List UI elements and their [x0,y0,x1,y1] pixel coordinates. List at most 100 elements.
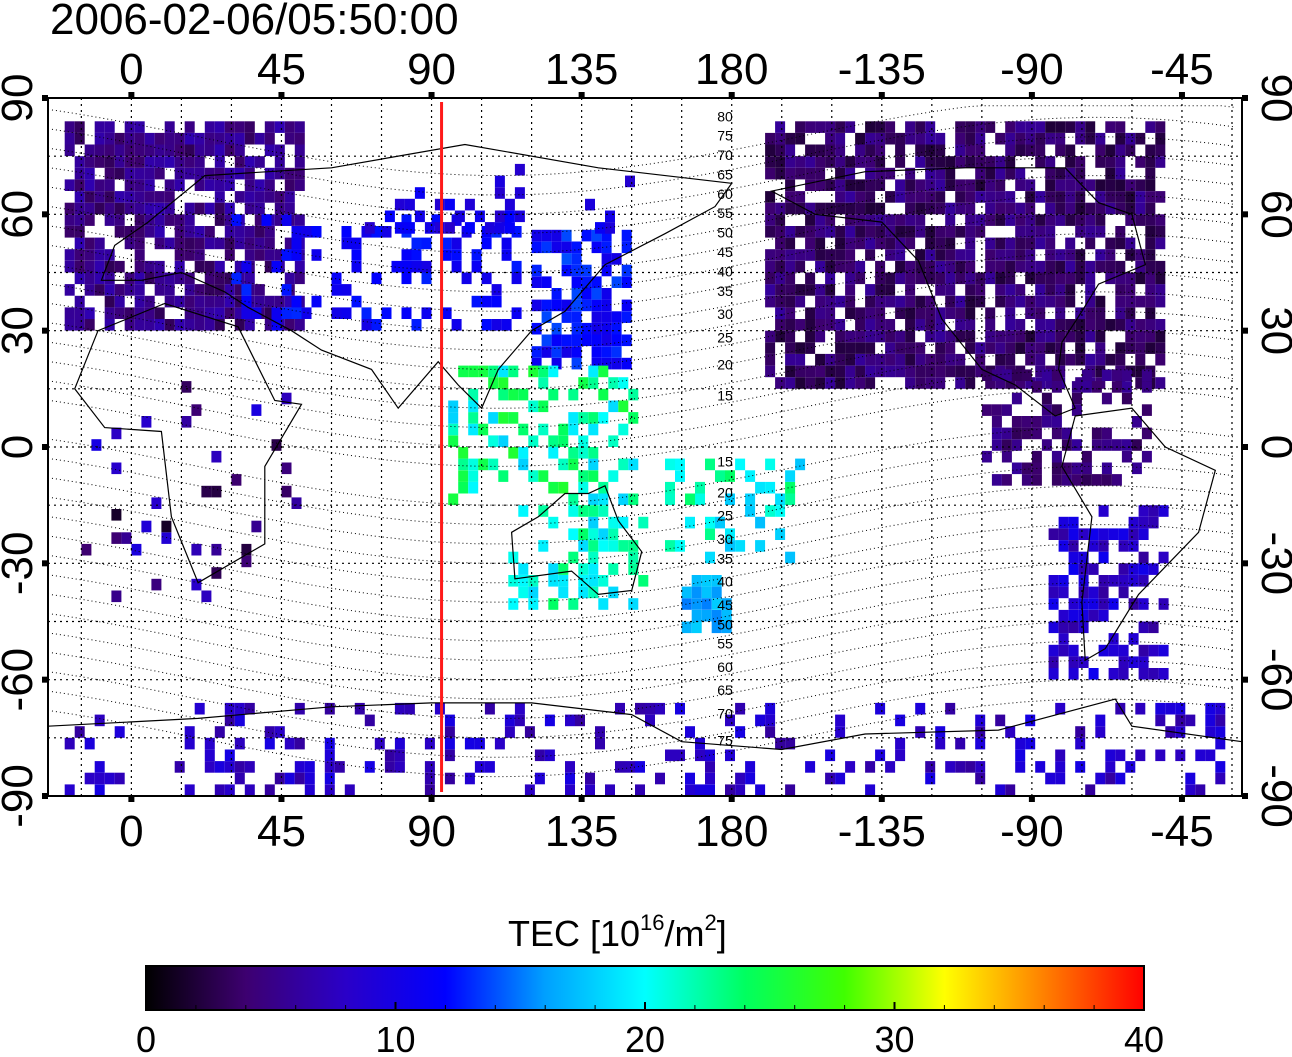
tec-cell [905,272,916,285]
tec-cell [1058,633,1069,645]
tec-cell [528,435,539,447]
tec-cell [581,299,592,312]
tec-cell [134,295,145,308]
tec-cell [955,202,966,215]
tec-cell [701,575,712,587]
tec-cell [401,307,412,319]
tec-cell [294,156,305,168]
tec-cell [855,342,866,354]
tec-cell [875,307,886,319]
tec-cell [301,226,312,238]
tec-cell [1025,330,1036,343]
tec-cell [955,272,966,285]
tec-cell [1045,121,1056,133]
tec-cell [915,319,926,331]
tec-cell [955,761,966,773]
tec-cell [1135,749,1146,762]
tec-cell [825,179,836,191]
tec-cell [284,191,295,203]
tec-cell [244,249,255,261]
tec-cell [274,191,285,203]
tec-cell [765,353,776,366]
tec-cell [134,167,145,180]
tec-cell [991,474,1002,486]
tec-cell [715,470,725,482]
tec-cell [1045,319,1056,331]
tec-cell [1138,644,1149,657]
tec-cell [174,260,185,273]
tec-cell [84,156,95,168]
tec-cell [725,528,735,540]
tec-cell [845,353,856,366]
tec-cell [565,761,575,773]
tec-cell [628,493,639,506]
tec-cell [1165,702,1176,715]
tec-cell [875,365,886,378]
tec-cell [234,761,245,773]
tec-cell [1055,319,1066,331]
tec-cell [1035,272,1046,285]
tec-cell [875,144,886,157]
tec-cell [765,191,776,203]
tec-cell [1105,260,1116,273]
tec-cell [905,179,916,191]
tec-cell [548,563,559,575]
tec-cell [1175,714,1186,727]
tec-cell [1025,202,1036,215]
tec-cell [855,156,866,168]
tec-cell [194,132,205,145]
tec-cell [955,179,966,191]
tec-cell [211,543,222,556]
tec-cell [84,737,95,750]
tec-cell [1105,353,1116,366]
tec-cell [481,237,492,250]
contour-label: 80 [717,108,733,124]
tec-cell [74,319,85,331]
tec-cell [755,481,766,494]
tec-cell [1055,191,1066,203]
tec-cell [1128,540,1139,552]
tec-cell [154,144,165,157]
tec-cell [164,284,175,296]
tec-cell [571,357,582,370]
tec-cell [294,272,305,285]
tec-cell [815,284,826,296]
tec-cell [484,702,495,715]
tec-cell [785,226,796,238]
tec-cell [875,202,886,215]
tec-cell [1138,668,1149,680]
tec-cell [1115,772,1126,785]
tec-cell [985,191,996,203]
tec-cell [975,121,986,133]
tec-cell [1035,226,1046,238]
tec-cell [568,551,579,564]
tec-cell [625,761,635,773]
tec-cell [695,493,705,506]
tec-cell [184,214,195,226]
right-tick-label: 90 [1252,74,1292,123]
tec-cell [254,237,265,250]
tec-cell [725,749,735,762]
contour-label: 60 [717,186,733,202]
grid-lines [48,98,1242,796]
tec-cell [581,322,592,335]
tec-cell [1145,284,1156,296]
tec-cell [104,156,115,168]
tec-cell [945,202,956,215]
tec-cell [528,598,539,610]
tec-cell [204,237,215,250]
tec-cell [1065,330,1076,343]
tec-cell [141,520,152,533]
tec-cell [184,202,195,215]
tec-cell [251,520,262,533]
tec-cell [618,377,629,389]
tec-cell [1128,656,1139,668]
tec-cell [1095,295,1106,308]
tec-cell [1215,772,1226,785]
tec-cell [955,156,966,168]
tec-cell [598,388,609,401]
left-tick-label: 30 [0,306,42,355]
tec-cell [865,365,876,378]
tec-cell [578,528,589,540]
tec-cell [1115,167,1126,180]
